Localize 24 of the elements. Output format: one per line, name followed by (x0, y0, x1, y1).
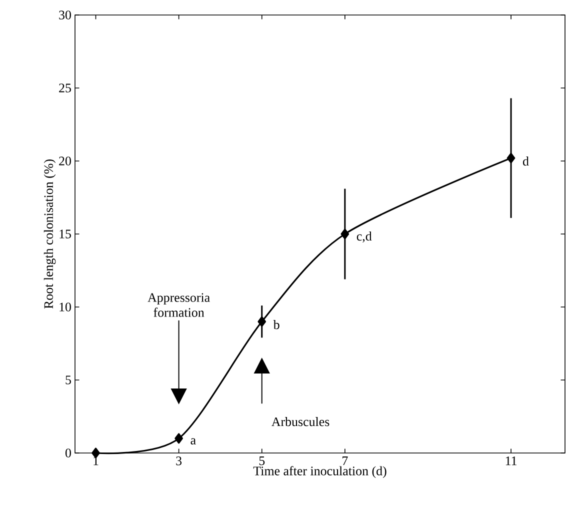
y-tick-label: 0 (66, 448, 71, 458)
annotation: a (190, 438, 196, 444)
point (258, 316, 266, 327)
annotation: c,d (356, 232, 372, 242)
y-tick-label: 20 (59, 156, 71, 166)
annotation: Arbuscules (272, 417, 330, 426)
point (340, 228, 350, 240)
y-tick-label: 5 (66, 376, 71, 384)
x-tick-label: 11 (506, 456, 516, 466)
point (174, 433, 183, 444)
point (92, 448, 100, 458)
point (506, 152, 516, 164)
x-axis-title: Time after inoculation (d) (253, 466, 386, 478)
y-tick-label: 10 (60, 302, 71, 312)
x-tick-label: 7 (342, 456, 348, 465)
annotation: d (522, 156, 529, 166)
y-tick-label: 30 (59, 10, 71, 20)
annotation: b (273, 320, 280, 330)
y-tick-label: 15 (60, 230, 71, 238)
x-tick-label: 5 (259, 456, 265, 466)
y-tick-label: 25 (59, 84, 71, 92)
y-axis-title: Root length colonisation (%) (44, 160, 56, 309)
annotation: Appressoria formation (148, 293, 210, 317)
x-tick-label: 3 (176, 456, 182, 466)
